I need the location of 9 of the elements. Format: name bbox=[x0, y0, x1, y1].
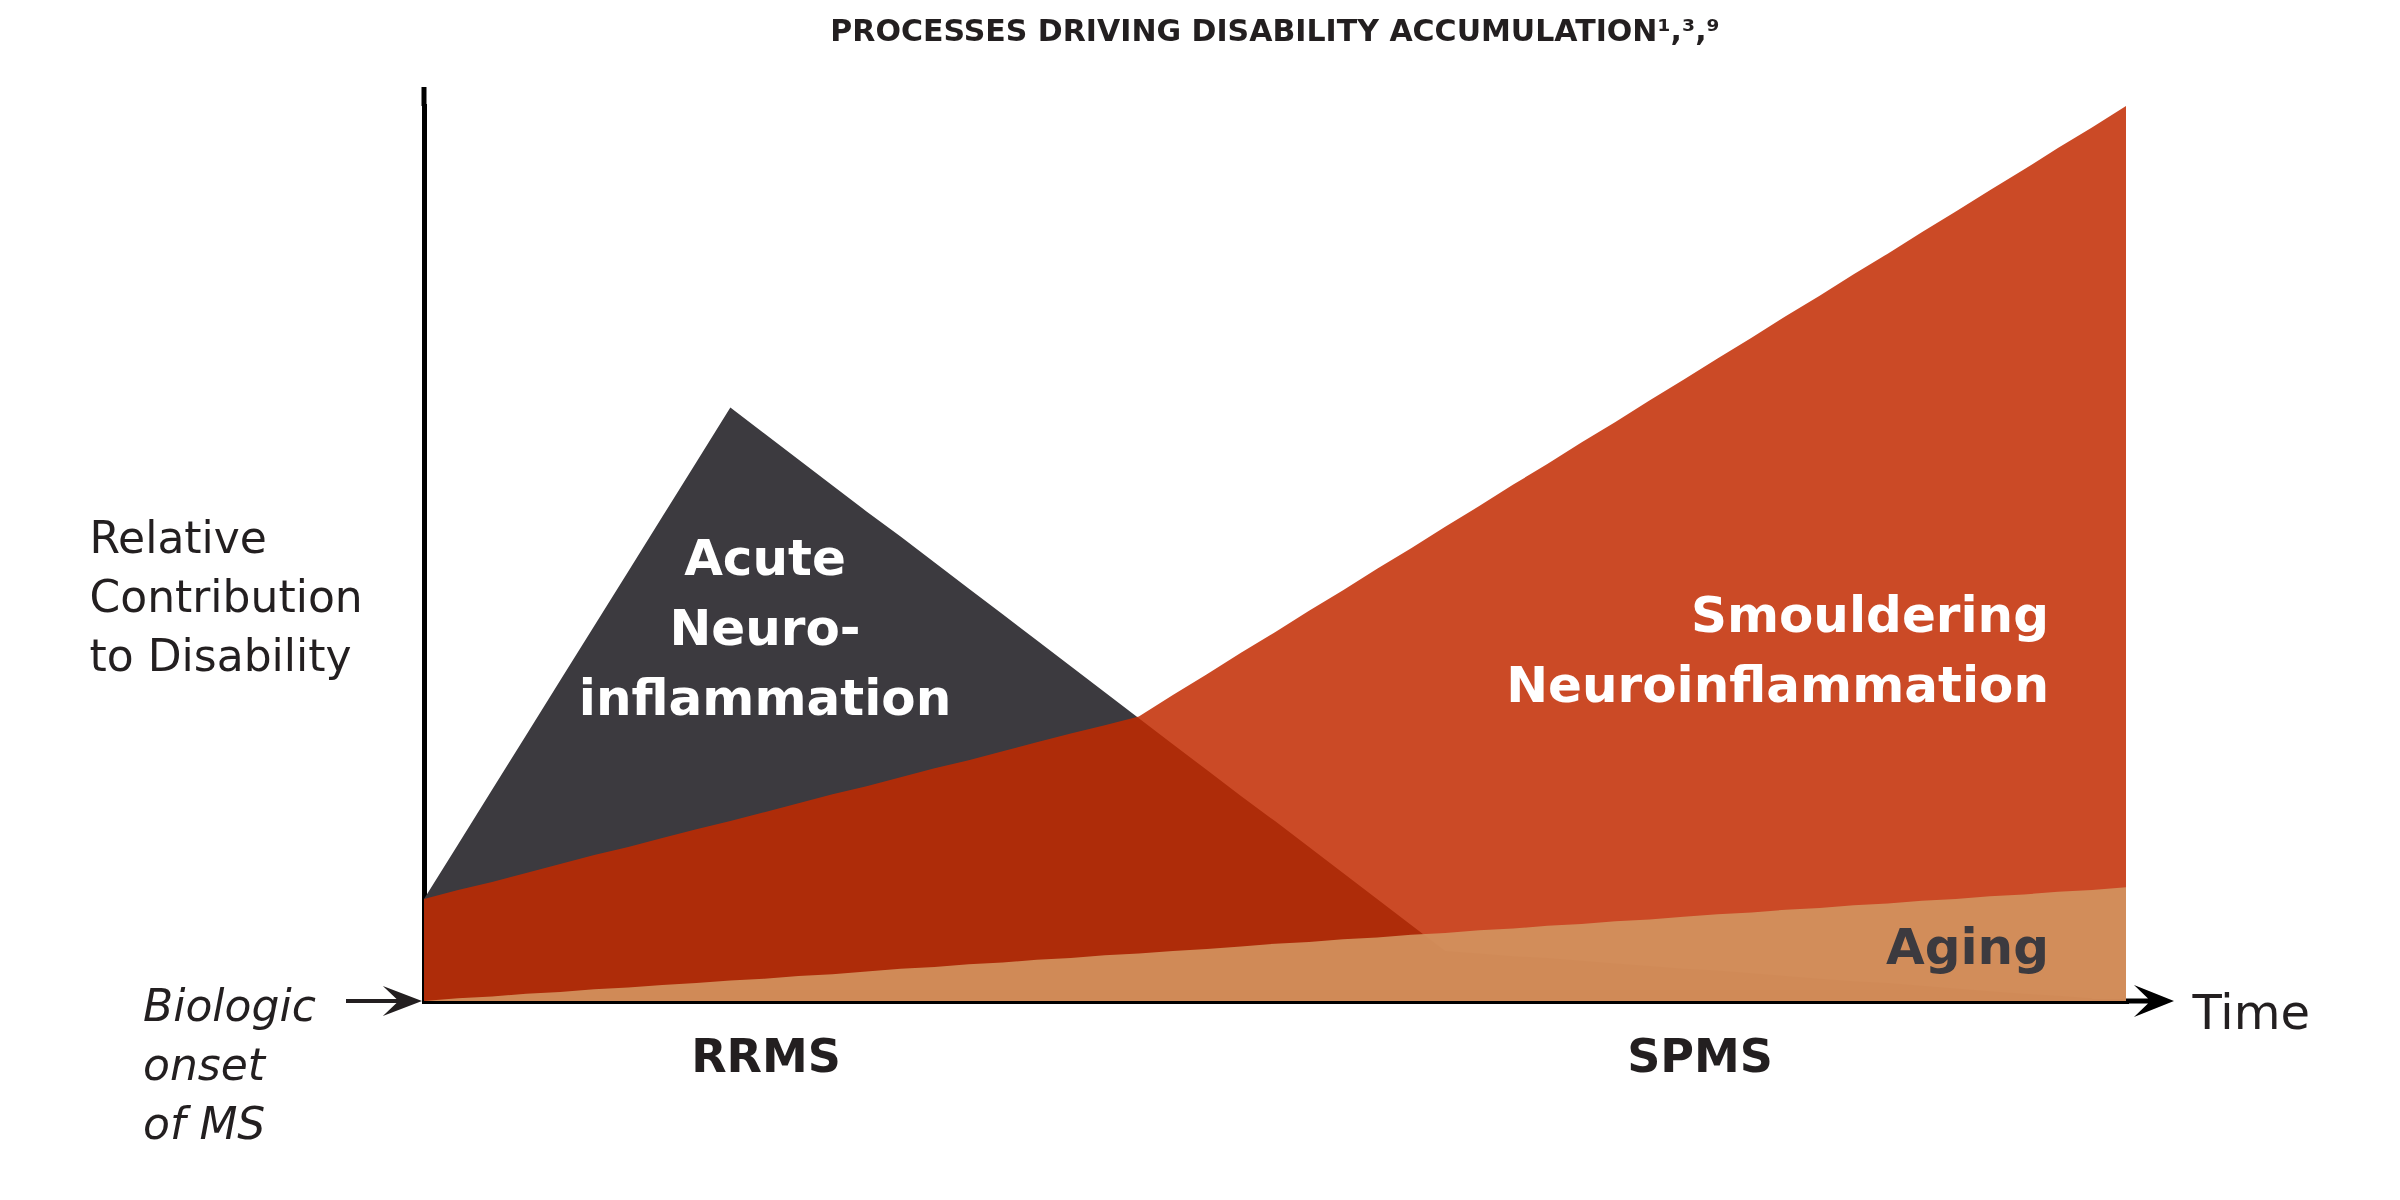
series-label: Smouldering Neuroinflammation bbox=[1506, 586, 2049, 714]
x-axis-title: Time bbox=[2191, 983, 2310, 1040]
chart-title: PROCESSES DRIVING DISABILITY ACCUMULATION¹,³,⁹ bbox=[830, 12, 1720, 48]
text: Biologic onset of MS bbox=[143, 980, 316, 1149]
text: RRMS bbox=[691, 1029, 841, 1083]
series-label: Aging bbox=[1885, 918, 2049, 976]
text: SPMS bbox=[1627, 1029, 1773, 1083]
y-axis-title: Relative Contribution to Disability bbox=[89, 511, 363, 681]
series-label: Acute Neuro-inflammation bbox=[578, 529, 952, 727]
